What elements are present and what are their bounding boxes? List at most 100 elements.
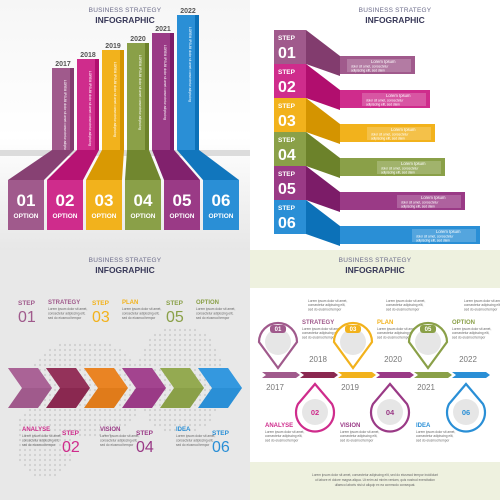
map-dot	[48, 423, 52, 427]
map-dot	[193, 418, 197, 422]
map-dot	[118, 403, 122, 407]
map-dot	[173, 358, 177, 362]
year-label: 2022	[180, 8, 196, 15]
map-dot	[78, 413, 82, 417]
map-dot	[88, 428, 92, 432]
header-title: INFOGRAPHIC	[95, 264, 155, 275]
map-dot	[168, 418, 172, 422]
map-dot	[208, 348, 212, 352]
year-label: 2017	[55, 61, 71, 68]
bar-text: LOREM IPSUM dolor sit amet consectetur a…	[113, 62, 117, 137]
map-dot	[128, 383, 132, 387]
map-dot	[128, 358, 132, 362]
option-label: OPTION	[53, 213, 78, 220]
step-text: consectetur adipiscing elit,	[196, 312, 233, 316]
option-panel	[86, 180, 122, 230]
map-dot	[108, 348, 112, 352]
step-square	[274, 166, 306, 200]
map-dot	[193, 403, 197, 407]
ribbon-text-box	[362, 93, 426, 106]
map-dot	[58, 358, 62, 362]
map-dot	[63, 423, 67, 427]
map-dot	[138, 363, 142, 367]
map-dot	[68, 448, 72, 452]
lorem-text: sed do eiusmod tempor	[464, 307, 498, 311]
header-title: INFOGRAPHIC	[345, 264, 405, 275]
ribbon-text: dolor sit amet, consectetur	[371, 133, 409, 137]
step-square	[274, 64, 306, 98]
map-dot	[33, 448, 37, 452]
map-dot	[183, 328, 187, 332]
map-dot	[23, 448, 27, 452]
step-square	[274, 30, 306, 64]
map-dot	[188, 338, 192, 342]
step-text: sed do eiusmod tempor	[196, 316, 230, 320]
map-dot	[148, 348, 152, 352]
map-dot	[153, 413, 157, 417]
map-dot	[198, 363, 202, 367]
option-panel	[8, 180, 44, 230]
map-dot	[58, 448, 62, 452]
map-dot	[33, 473, 37, 477]
map-dot	[188, 423, 192, 427]
map-dot	[108, 353, 112, 357]
map-dot	[138, 358, 142, 362]
map-dot	[103, 353, 107, 357]
map-dot	[158, 343, 162, 347]
map-dot	[43, 408, 47, 412]
map-dot	[78, 363, 82, 367]
map-dot	[123, 378, 127, 382]
map-dot	[38, 453, 42, 457]
map-dot	[83, 403, 87, 407]
step-number: 02	[62, 439, 80, 456]
map-dot	[38, 468, 42, 472]
map-dot	[53, 433, 57, 437]
year-label: 2018	[80, 52, 96, 59]
bar-text: LOREM IPSUM dolor sit amet consectetur a…	[63, 80, 67, 155]
ribbon-text: dolor sit amet, consectetur	[401, 201, 439, 205]
timeline-segment	[300, 372, 338, 378]
map-dot	[38, 438, 42, 442]
map-dot	[213, 353, 217, 357]
step-text: Lorem ipsum dolor sit amet,	[196, 307, 235, 311]
step-label: STEP	[18, 300, 36, 307]
map-dot	[198, 338, 202, 342]
header-subtitle: BUSINESS STRATEGY	[358, 7, 432, 14]
option-number: 05	[173, 191, 192, 210]
map-dot	[48, 428, 52, 432]
map-dot	[43, 418, 47, 422]
option-panel	[47, 180, 83, 230]
map-dot	[143, 353, 147, 357]
map-dot	[158, 413, 162, 417]
map-dot	[113, 408, 117, 412]
bar-text: LOREM IPSUM dolor sit amet consectetur a…	[163, 45, 167, 120]
map-dot	[213, 408, 217, 412]
map-dot	[93, 388, 97, 392]
option-number: 01	[17, 191, 36, 210]
map-dot	[58, 458, 62, 462]
map-dot	[93, 423, 97, 427]
map-dot	[43, 468, 47, 472]
map-dot	[173, 343, 177, 347]
map-dot	[148, 353, 152, 357]
map-dot	[198, 423, 202, 427]
bar-text: LOREM IPSUM dolor sit amet consectetur a…	[188, 27, 192, 102]
year-label: 2019	[105, 43, 121, 50]
ribbon-fold	[306, 200, 340, 246]
map-dot	[73, 343, 77, 347]
ribbon-title: Lorem Ipsum	[436, 229, 461, 234]
map-dot	[103, 423, 107, 427]
map-dot	[203, 383, 207, 387]
ribbon-text-box	[412, 229, 476, 242]
arrow-highlight	[46, 368, 90, 388]
map-dot	[38, 463, 42, 467]
timeline-segment	[262, 372, 300, 378]
map-dot	[103, 408, 107, 412]
map-dot	[113, 428, 117, 432]
map-dot	[183, 343, 187, 347]
map-dot	[53, 413, 57, 417]
map-dot	[93, 433, 97, 437]
map-dot	[118, 408, 122, 412]
map-dot	[193, 348, 197, 352]
map-dot	[168, 328, 172, 332]
